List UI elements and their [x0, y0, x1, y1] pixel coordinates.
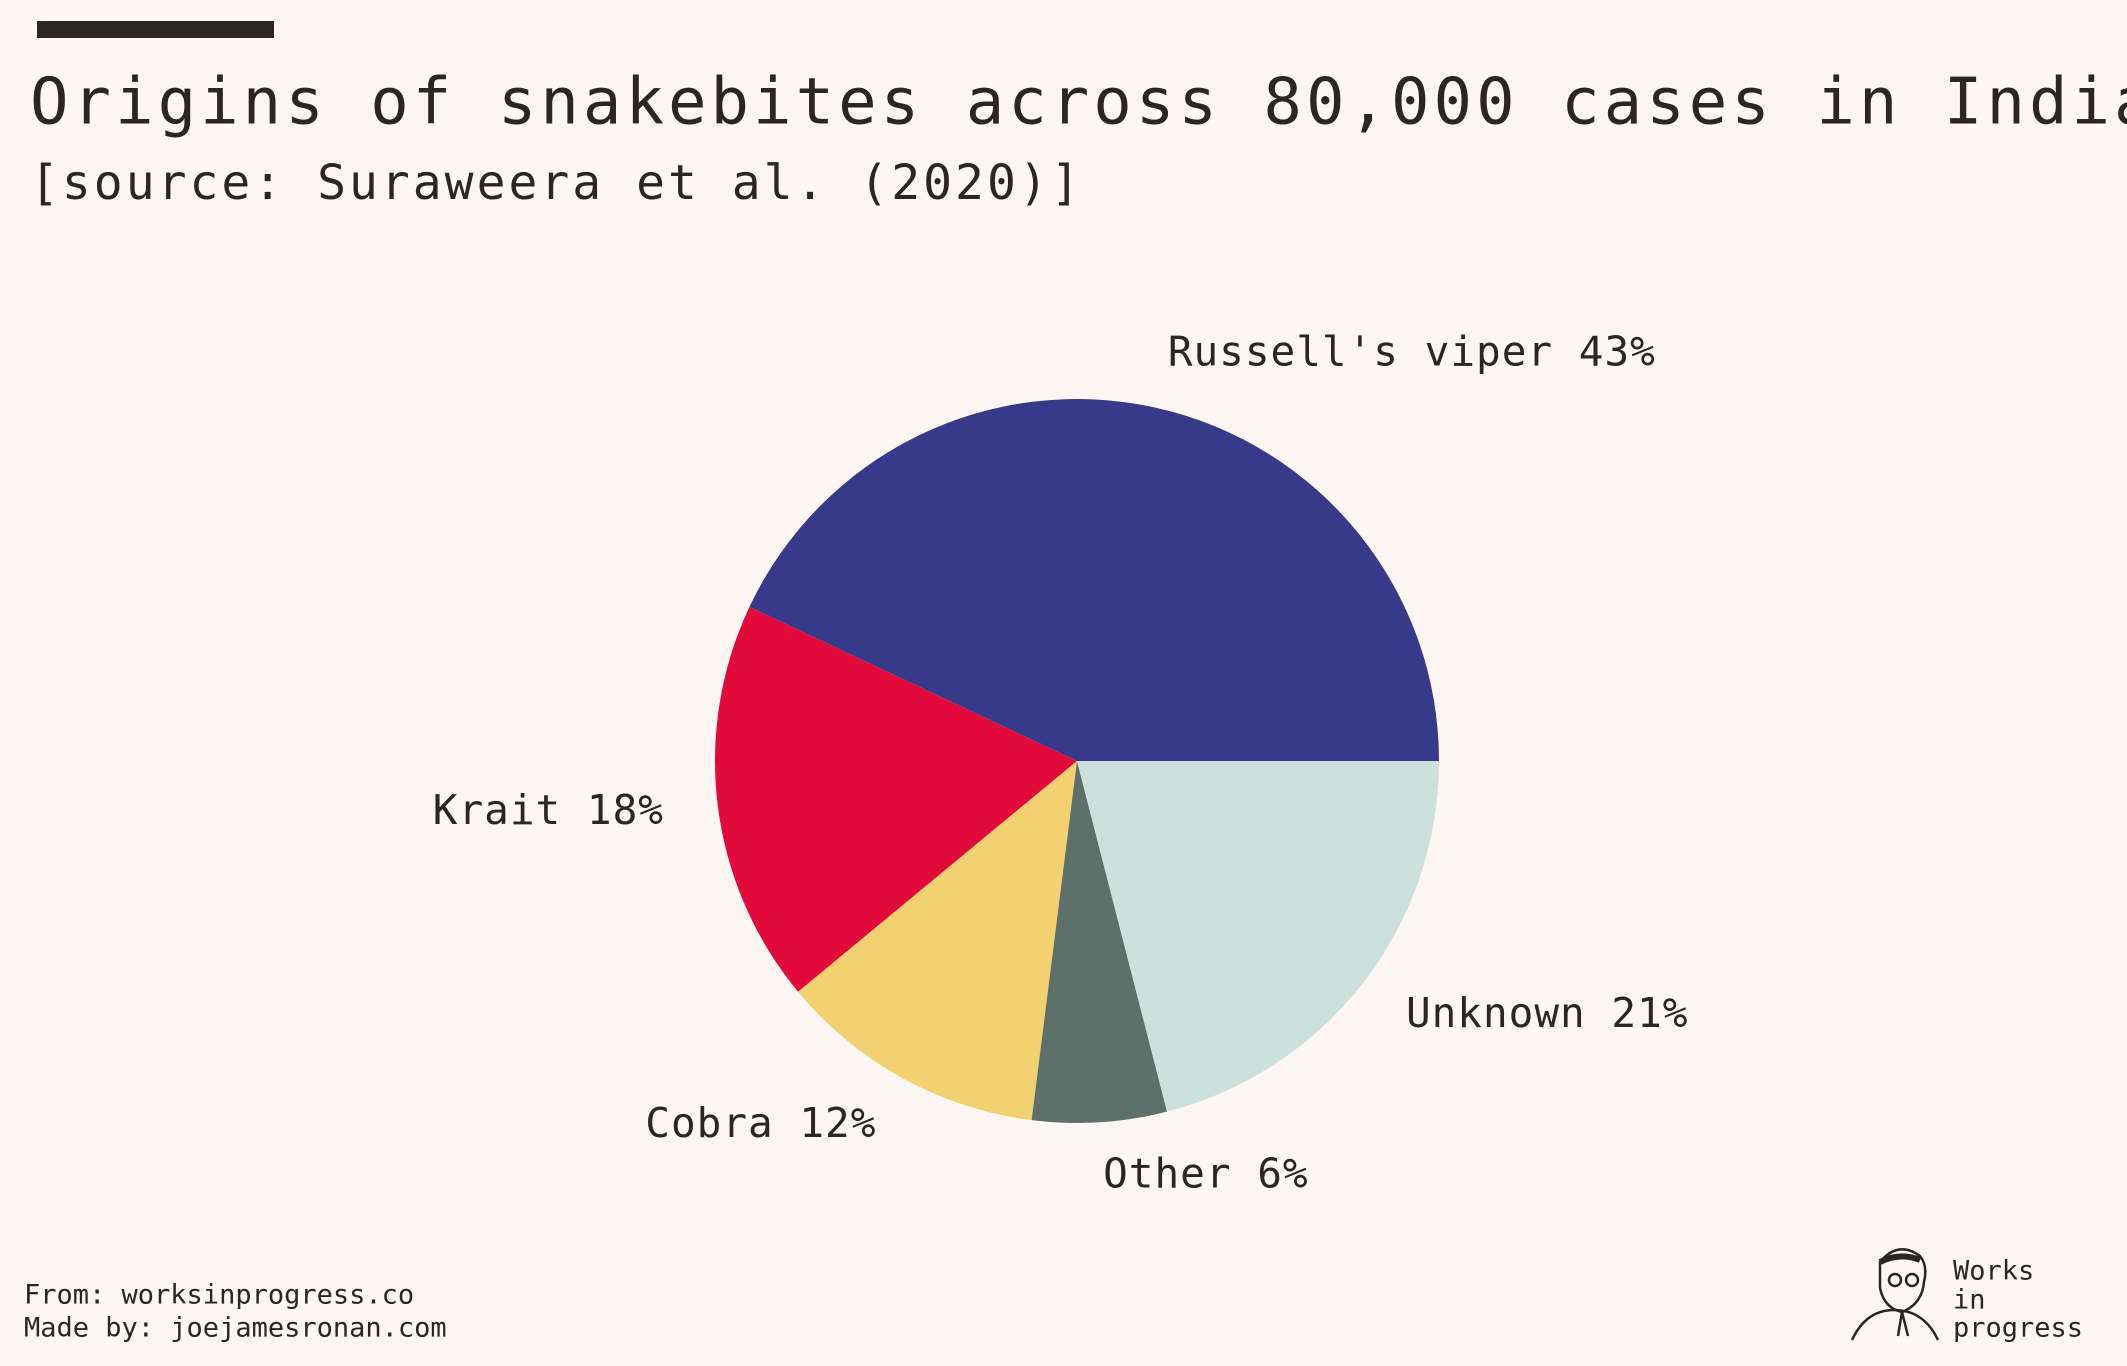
logo-icon: [1850, 1248, 1940, 1341]
slice-label: Krait 18%: [433, 786, 664, 834]
pie: Russell's viper 43% Krait 18% Cobra 12% Oth…: [433, 328, 1689, 1198]
slice-value: 18%: [587, 786, 664, 834]
pie-slice: [1031, 761, 1168, 1123]
pie-slice: [798, 761, 1077, 1121]
slice-label: Other 6%: [1103, 1149, 1308, 1197]
logo-text: Works: [1953, 1256, 2034, 1287]
logo-text: in: [1953, 1285, 1986, 1316]
slice-label: Cobra 12%: [645, 1099, 876, 1147]
title-bar: [37, 21, 274, 38]
pie-slice: [1077, 761, 1439, 1112]
slice-name: Unknown: [1406, 989, 1586, 1037]
slice-value: 21%: [1611, 989, 1688, 1037]
pie-slice: [749, 399, 1439, 761]
slice-value: 6%: [1257, 1149, 1308, 1197]
chart-title: Origins of snakebites across 80,000 case…: [30, 66, 2127, 140]
logo-text: progress: [1953, 1313, 2083, 1344]
slice-label: Russell's viper 43%: [1168, 328, 1656, 376]
slice-name: Russell's viper: [1168, 328, 1553, 376]
footer-source: From: worksinprogress.co: [24, 1280, 414, 1311]
slice-name: Krait: [433, 786, 561, 834]
slice-name: Other: [1103, 1149, 1231, 1197]
slice-value: 43%: [1579, 328, 1656, 376]
slice-value: 12%: [799, 1099, 876, 1147]
chart-subtitle: [source: Suraweera et al. (2020)]: [30, 155, 1083, 211]
slice-label: Unknown 21%: [1406, 989, 1689, 1037]
footer-credit: Made by: joejamesronan.com: [24, 1313, 447, 1344]
pie-slice: [715, 606, 1077, 992]
slice-name: Cobra: [645, 1099, 773, 1147]
